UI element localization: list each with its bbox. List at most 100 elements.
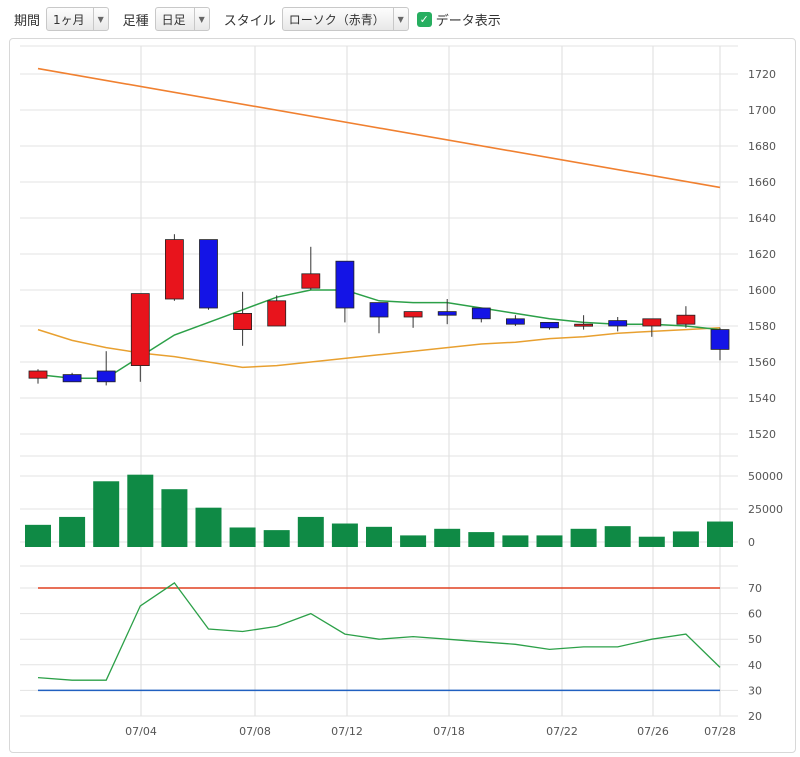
rsi-tick-label: 50 xyxy=(748,633,762,646)
candle xyxy=(608,317,628,332)
ma-long-line xyxy=(37,327,721,369)
volume-bar xyxy=(93,481,120,547)
price-tick-label: 1660 xyxy=(748,176,776,189)
chart-panel xyxy=(9,38,796,753)
rsi-tick-label: 20 xyxy=(748,710,762,723)
price-tick-label: 1600 xyxy=(748,284,776,297)
candle-body-down xyxy=(96,370,116,383)
moving-averages xyxy=(37,289,721,379)
volume-bar xyxy=(536,535,563,547)
candle-body-up xyxy=(676,314,696,325)
candle-body-down xyxy=(608,320,628,327)
candle xyxy=(471,307,491,323)
rsi-lines xyxy=(37,582,721,692)
candle-body-down xyxy=(369,302,389,318)
candles xyxy=(28,234,730,386)
rsi-tick-label: 60 xyxy=(748,608,762,621)
price-tick-label: 1520 xyxy=(748,428,776,441)
volume-bar xyxy=(331,523,358,547)
volume-bar xyxy=(638,536,665,547)
candle-body-down xyxy=(540,321,559,329)
date-tick-label: 07/12 xyxy=(331,725,363,738)
volume-bar xyxy=(468,532,495,547)
volume-bar xyxy=(570,528,597,547)
price-tick-label: 1580 xyxy=(748,320,776,333)
candle-body-up xyxy=(642,318,662,327)
candle xyxy=(28,369,48,384)
trend-line-path xyxy=(37,67,721,189)
price-tick-label: 1640 xyxy=(748,212,776,225)
candle-body-up xyxy=(403,311,423,318)
rsi-tick-label: 70 xyxy=(748,582,762,595)
period-select[interactable]: 1ヶ月 ▼ xyxy=(46,7,109,31)
volume-bar xyxy=(25,524,51,547)
candle-body-down xyxy=(437,311,457,316)
candle-body-down xyxy=(710,329,730,350)
foot-select[interactable]: 日足 ▼ xyxy=(154,7,210,31)
chevron-down-icon: ▼ xyxy=(392,8,408,30)
volume-bar xyxy=(59,516,86,547)
date-tick-label: 07/28 xyxy=(704,725,736,738)
volume-bar xyxy=(434,528,461,547)
foot-value: 日足 xyxy=(161,12,186,27)
volume-bar xyxy=(400,535,427,547)
volume-bar xyxy=(127,474,154,547)
data-display-checkbox[interactable]: ✓ データ表示 xyxy=(416,10,501,29)
checkmark-icon: ✓ xyxy=(416,11,432,27)
chevron-down-icon: ▼ xyxy=(92,8,108,30)
candle xyxy=(574,315,593,330)
candle xyxy=(96,351,116,386)
rsi-tick-label: 30 xyxy=(748,684,762,697)
candle xyxy=(267,295,287,327)
candle xyxy=(164,234,184,301)
volume-tick-label: 50000 xyxy=(748,470,783,483)
candle xyxy=(62,372,82,383)
style-value: ローソク（赤青） xyxy=(288,12,385,27)
volume-bar xyxy=(604,526,631,547)
volume-bar xyxy=(707,521,733,547)
rsi-line xyxy=(37,582,721,681)
volume-bar xyxy=(161,489,188,547)
candle xyxy=(130,293,150,382)
date-tick-label: 07/26 xyxy=(637,725,669,738)
candle-body-down xyxy=(199,239,218,309)
rsi-tick-label: 40 xyxy=(748,659,762,672)
price-tick-label: 1560 xyxy=(748,356,776,369)
candle xyxy=(676,306,696,328)
candle-body-down xyxy=(335,260,355,309)
date-tick-label: 07/04 xyxy=(125,725,157,738)
candle-body-up xyxy=(28,370,48,379)
price-tick-label: 1720 xyxy=(748,68,776,81)
axis-labels: 1520 1540 1560 1580 1600 1620 1640 1660 1680 1700… xyxy=(125,68,783,738)
chevron-down-icon: ▼ xyxy=(193,8,209,30)
volume-bar xyxy=(229,527,256,547)
candle xyxy=(233,291,253,346)
candle-body-up xyxy=(301,273,321,289)
style-select[interactable]: ローソク（赤青） ▼ xyxy=(281,7,409,31)
candle-body-up xyxy=(130,293,150,367)
candle xyxy=(369,302,389,334)
volume-bars xyxy=(25,474,733,547)
data-display-label: データ表示 xyxy=(435,13,501,29)
period-label: 期間 xyxy=(14,13,41,29)
volume-bar xyxy=(366,526,392,547)
period-value: 1ヶ月 xyxy=(53,12,85,27)
candle xyxy=(642,318,662,337)
candle xyxy=(540,321,559,330)
price-tick-label: 1620 xyxy=(748,248,776,261)
candle xyxy=(199,239,218,310)
candle-body-up xyxy=(574,323,593,327)
volume-tick-label: 25000 xyxy=(748,503,783,516)
style-label: スタイル xyxy=(223,13,276,29)
candle-body-up xyxy=(233,312,253,330)
volume-bar xyxy=(263,530,290,547)
volume-bar xyxy=(195,507,222,547)
volume-bar xyxy=(672,531,699,547)
date-tick-label: 07/22 xyxy=(546,725,578,738)
price-tick-label: 1680 xyxy=(748,140,776,153)
candle-body-up xyxy=(267,300,287,327)
price-tick-label: 1700 xyxy=(748,104,776,117)
candle-body-down xyxy=(471,307,491,320)
date-tick-label: 07/18 xyxy=(433,725,465,738)
